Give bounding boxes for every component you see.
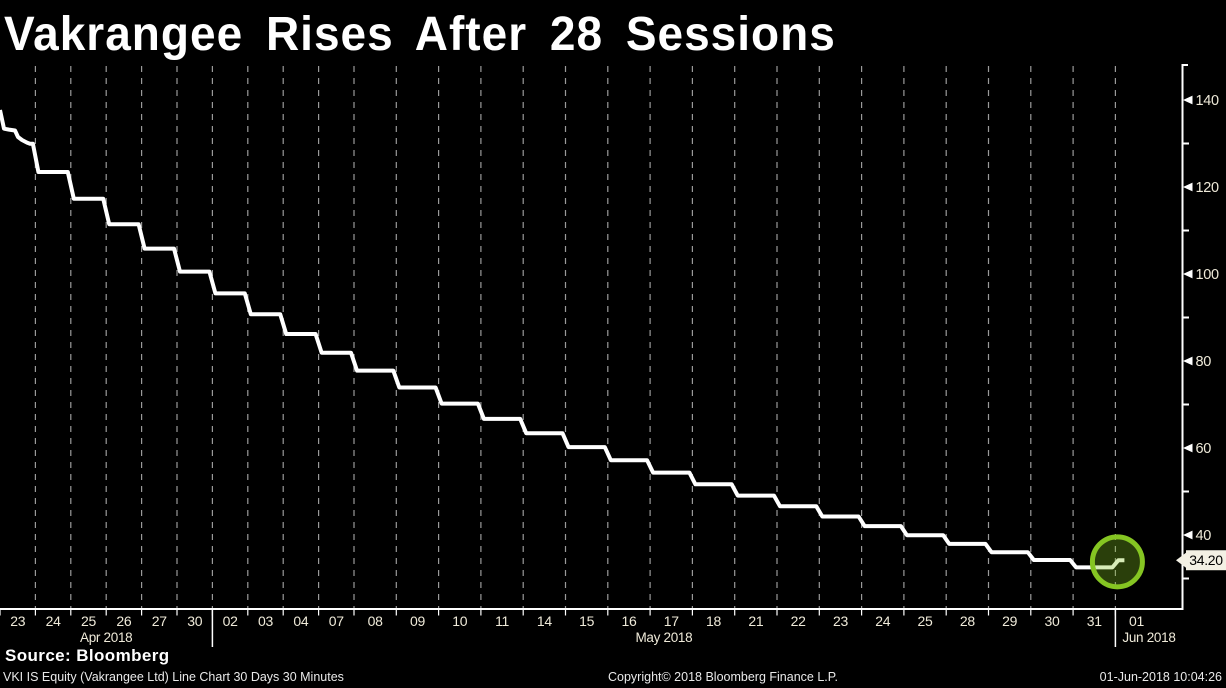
x-axis-tick	[691, 610, 693, 616]
y-minor-tick	[1183, 577, 1189, 580]
y-tick-label: 140	[1196, 93, 1220, 109]
y-tick-label: 100	[1196, 267, 1220, 283]
x-axis-tick	[861, 610, 863, 616]
x-day-label: 10	[452, 613, 467, 629]
x-axis-tick	[945, 610, 947, 616]
price-tag-box	[1186, 550, 1226, 571]
x-day-label: 01	[1129, 613, 1144, 629]
y-major-tick-arrow	[1183, 530, 1193, 540]
y-minor-tick	[1183, 316, 1189, 319]
price-tag-value: 34.20	[1189, 552, 1223, 568]
x-axis-tick	[395, 610, 397, 616]
x-day-label: 21	[748, 613, 763, 629]
source-label: Source: Bloomberg	[5, 646, 170, 665]
footer-bar: VKI IS Equity (Vakrangee Ltd) Line Chart…	[0, 670, 1226, 688]
x-day-label: 23	[833, 613, 848, 629]
x-axis-tick	[141, 610, 143, 616]
x-day-label: 11	[495, 613, 509, 629]
x-day-label: 16	[621, 613, 636, 629]
x-axis-tick	[987, 610, 990, 616]
x-day-label: 08	[368, 613, 383, 629]
x-day-label: 02	[223, 613, 238, 629]
x-axis-tick	[0, 610, 1, 616]
x-day-label: 23	[10, 613, 25, 629]
x-axis-tick	[607, 610, 609, 616]
x-axis-tick	[247, 610, 249, 616]
x-day-label: 31	[1087, 613, 1102, 629]
x-day-label: 26	[116, 613, 131, 629]
x-axis-tick	[649, 610, 651, 616]
x-day-label: 04	[293, 613, 308, 629]
y-tick-label: 60	[1196, 441, 1212, 457]
x-day-label: 07	[329, 613, 344, 629]
y-axis-top-tick	[1183, 64, 1188, 66]
x-day-label: 30	[187, 613, 202, 629]
x-day-label: 03	[258, 613, 273, 629]
y-tick-label: 40	[1196, 528, 1212, 544]
y-major-tick-arrow	[1183, 95, 1193, 105]
x-day-label: 25	[918, 613, 933, 629]
x-month-label: Apr 2018	[80, 630, 132, 645]
x-day-label: 24	[875, 613, 890, 629]
copyright-text: Copyright© 2018 Bloomberg Finance L.P.	[608, 670, 838, 684]
month-separator	[211, 610, 214, 647]
x-day-label: 24	[46, 613, 61, 629]
y-minor-tick	[1183, 490, 1189, 493]
x-axis-tick	[1072, 610, 1074, 616]
x-axis-tick	[438, 610, 440, 616]
x-axis-tick	[70, 610, 72, 616]
x-day-label: 17	[664, 613, 679, 629]
y-major-tick-arrow	[1183, 269, 1193, 279]
x-day-label: 25	[81, 613, 96, 629]
y-minor-tick	[1183, 229, 1189, 232]
x-day-label: 09	[410, 613, 425, 629]
y-tick-label: 80	[1196, 354, 1212, 370]
x-month-label: May 2018	[635, 630, 692, 645]
x-axis-tick	[734, 610, 736, 616]
x-axis-tick	[34, 610, 36, 616]
y-tick-label: 120	[1196, 180, 1220, 196]
y-major-tick-arrow	[1183, 356, 1193, 366]
x-axis-tick	[564, 610, 567, 616]
x-day-label: 27	[152, 613, 167, 629]
x-month-label: Jun 2018	[1122, 630, 1175, 645]
x-axis-tick	[480, 610, 482, 616]
x-day-label: 30	[1044, 613, 1059, 629]
x-axis-tick	[176, 610, 178, 616]
x-axis-tick	[522, 610, 524, 616]
x-axis-tick	[903, 610, 905, 616]
y-minor-tick	[1183, 142, 1189, 145]
price-tag-arrow	[1176, 552, 1186, 568]
chart-title: Vakrangee Rises After 28 Sessions	[4, 6, 836, 61]
x-day-label: 14	[537, 613, 552, 629]
y-major-tick-arrow	[1183, 443, 1193, 453]
x-axis-tick	[282, 610, 284, 616]
security-description: VKI IS Equity (Vakrangee Ltd) Line Chart…	[3, 670, 344, 684]
month-separator	[1114, 610, 1117, 647]
x-axis-tick	[105, 610, 107, 616]
x-day-label: 29	[1002, 613, 1017, 629]
timestamp: 01-Jun-2018 10:04:26	[1099, 670, 1222, 684]
x-axis-tick	[776, 610, 778, 616]
x-day-label: 22	[791, 613, 806, 629]
x-axis-tick	[818, 610, 820, 616]
y-minor-tick	[1183, 403, 1189, 406]
y-major-tick-arrow	[1183, 182, 1193, 192]
x-day-label: 18	[706, 613, 721, 629]
highlight-circle	[1089, 534, 1145, 590]
x-day-label: 28	[960, 613, 975, 629]
x-day-label: 15	[579, 613, 594, 629]
x-axis-tick	[318, 610, 320, 616]
x-axis-tick	[1030, 610, 1032, 616]
price-line	[0, 109, 1125, 570]
x-axis-tick	[353, 610, 355, 616]
